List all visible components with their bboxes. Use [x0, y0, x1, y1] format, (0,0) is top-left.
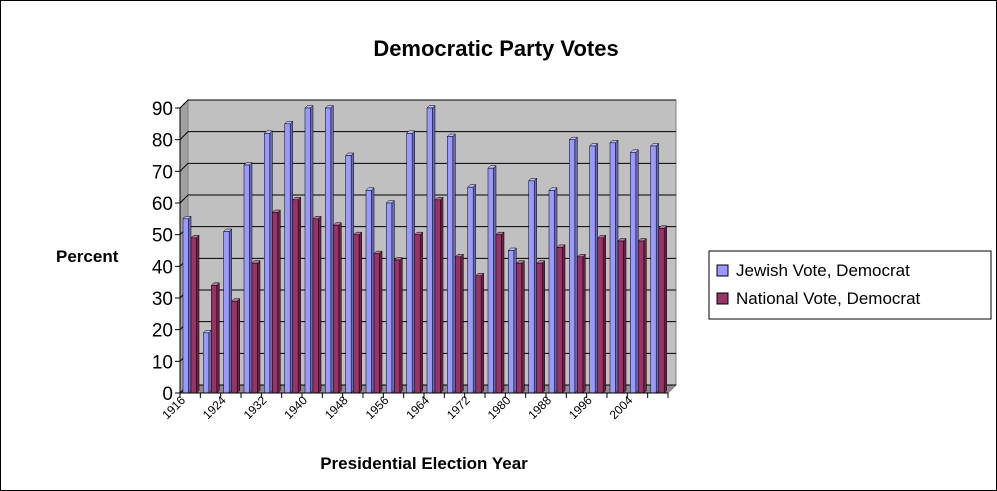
x-tick-label: 1988	[525, 393, 554, 422]
y-tick-label: 50	[152, 226, 173, 247]
y-tick-label: 40	[152, 257, 173, 278]
bar-jewish-vote-1936	[284, 120, 294, 394]
bar-jewish-vote-1948	[345, 152, 355, 394]
bar-jewish-vote-2008	[650, 142, 660, 394]
bar-jewish-vote-1952	[365, 187, 375, 394]
y-tick-label: 90	[152, 99, 173, 120]
bar-jewish-vote-1996	[589, 142, 599, 394]
legend-swatch	[716, 292, 729, 305]
bar-national-vote-2004	[637, 237, 647, 394]
bar-jewish-vote-1972	[467, 184, 477, 394]
bar-jewish-vote-1940	[304, 104, 314, 394]
chart-title: Democratic Party Votes	[373, 36, 618, 61]
bar-national-vote-1924	[231, 298, 241, 394]
bar-national-vote-1976	[495, 231, 505, 394]
bar-jewish-vote-1992	[568, 136, 578, 394]
x-tick-label: 1932	[241, 393, 270, 422]
bar-jewish-vote-1924	[223, 228, 233, 394]
bar-jewish-vote-1976	[487, 165, 497, 394]
bar-jewish-vote-1964	[426, 104, 436, 394]
y-axis-ticks: 0 10 20 30 40 50 60 70 80 90	[152, 99, 181, 405]
bar-national-vote-1928	[251, 260, 261, 394]
bar-national-vote-2000	[617, 237, 627, 394]
bar-national-vote-1964	[434, 196, 444, 394]
bar-jewish-vote-1928	[243, 161, 253, 394]
bar-jewish-vote-1980	[507, 247, 517, 394]
bar-national-vote-1948	[353, 231, 363, 394]
y-tick-label: 0	[162, 384, 173, 405]
y-tick-label: 70	[152, 162, 173, 183]
bar-jewish-vote-2004	[629, 149, 639, 394]
bar-national-vote-1984	[536, 260, 546, 394]
bar-jewish-vote-1956	[385, 199, 395, 394]
x-tick-label: 1964	[403, 393, 432, 422]
y-tick-label: 10	[152, 352, 173, 373]
x-axis-title: Presidential Election Year	[320, 454, 528, 473]
legend-swatch	[716, 264, 729, 277]
bar-national-vote-1932	[271, 209, 281, 394]
y-axis-title: Percent	[56, 247, 119, 266]
bar-jewish-vote-1944	[324, 104, 334, 394]
bar-national-vote-1972	[475, 272, 485, 394]
x-tick-label: 1940	[281, 393, 310, 422]
bar-national-vote-1940	[312, 215, 322, 394]
x-tick-label: 1996	[566, 393, 595, 422]
bar-national-vote-1944	[332, 222, 342, 394]
bar-jewish-vote-1932	[263, 130, 273, 394]
bar-national-vote-1952	[373, 250, 383, 394]
bar-jewish-vote-1968	[446, 133, 456, 394]
y-tick-label: 20	[152, 321, 173, 342]
bar-national-vote-2008	[658, 225, 668, 394]
x-tick-label: 2004	[607, 393, 636, 422]
x-tick-label: 1980	[485, 393, 514, 422]
legend-box	[708, 250, 992, 320]
legend-label: National Vote, Democrat	[736, 289, 921, 308]
gridline	[179, 131, 676, 141]
x-tick-label: 1924	[200, 393, 229, 422]
gridline	[179, 99, 676, 109]
bar-national-vote-1968	[454, 253, 464, 394]
y-tick-label: 60	[152, 194, 173, 215]
bar-national-vote-1988	[556, 244, 566, 394]
bar-jewish-vote-1988	[548, 187, 558, 394]
gridline	[179, 162, 676, 172]
bar-jewish-vote-2000	[609, 139, 619, 394]
bar-jewish-vote-1920	[202, 329, 212, 394]
bar-national-vote-1920	[210, 282, 220, 394]
bar-national-vote-1956	[393, 256, 403, 394]
y-tick-label: 30	[152, 289, 173, 310]
bar-national-vote-1980	[515, 260, 525, 394]
bar-national-vote-1936	[292, 196, 302, 394]
x-tick-label: 1956	[363, 393, 392, 422]
x-tick-label: 1972	[444, 393, 473, 422]
legend: Jewish Vote, Democrat National Vote, Demo…	[708, 250, 992, 320]
bar-jewish-vote-1960	[406, 130, 416, 394]
x-tick-label: 1948	[322, 393, 351, 422]
legend-label: Jewish Vote, Democrat	[736, 261, 910, 280]
bar-jewish-vote-1916	[182, 215, 192, 394]
bar-national-vote-1960	[414, 231, 424, 394]
bar-national-vote-1992	[576, 253, 586, 394]
bar-national-vote-1916	[190, 234, 200, 394]
y-tick-label: 80	[152, 131, 173, 152]
bar-national-vote-1996	[597, 234, 607, 394]
plot-area	[178, 98, 678, 395]
gridline	[179, 194, 676, 204]
bar-jewish-vote-1984	[528, 177, 538, 394]
x-axis-ticks: 1916 1924 1932 1940 1948 1956 1964 1972 1980 1988…	[159, 392, 669, 422]
